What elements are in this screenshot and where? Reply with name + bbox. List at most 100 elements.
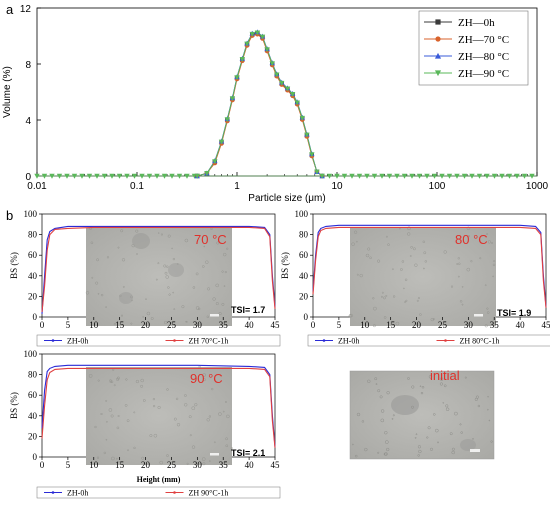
bs-series-line xyxy=(312,226,547,308)
micrograph-droplet xyxy=(486,307,489,310)
micrograph-droplet xyxy=(456,263,459,265)
legend-marker-bs xyxy=(51,491,55,494)
legend-marker-a xyxy=(434,52,442,59)
micrograph-droplet xyxy=(168,293,171,296)
micrograph-droplet xyxy=(201,457,206,461)
x-tick-label-bs: 40 xyxy=(245,460,255,470)
micrograph-droplet xyxy=(383,452,387,456)
micrograph-droplet xyxy=(166,454,169,457)
micrograph-droplet xyxy=(451,447,455,451)
micrograph-droplet xyxy=(106,420,108,423)
micrograph-droplet xyxy=(166,265,169,268)
x-tick-label-a: 10 xyxy=(331,181,343,192)
baseline-point-a xyxy=(334,173,340,179)
x-tick-label-bs: 15 xyxy=(386,320,396,330)
baseline-point-a xyxy=(326,173,333,179)
baseline-point-a xyxy=(364,173,370,179)
data-point-a xyxy=(299,115,306,121)
micrograph-droplet xyxy=(125,378,128,381)
micrograph-droplet xyxy=(365,253,370,258)
micrograph-droplet xyxy=(172,291,175,294)
particle-size-chart: 0.01 0.1 1 10 100 1000 0 4 8 12 Volume (%) Partic… xyxy=(2,4,549,204)
baseline-point-a xyxy=(499,173,505,179)
y-tick-label-bs: 40 xyxy=(299,271,309,281)
micrograph-droplet xyxy=(374,377,378,381)
micrograph-droplet xyxy=(184,394,187,397)
micrograph-droplet xyxy=(442,402,445,404)
micrograph-droplet xyxy=(383,296,386,300)
micrograph-droplet xyxy=(372,324,376,328)
x-tick-label-bs: 10 xyxy=(360,320,370,330)
micrograph-droplet xyxy=(351,242,355,246)
baseline-point-a xyxy=(386,173,393,179)
micrograph-droplet xyxy=(122,286,125,288)
micrograph-droplet xyxy=(348,314,352,318)
micrograph-droplet xyxy=(399,227,401,230)
micrograph-droplet xyxy=(218,412,222,416)
baseline-point-a xyxy=(161,173,168,179)
temperature-label: 70 °C xyxy=(194,232,227,247)
micrograph-droplet xyxy=(486,311,490,314)
baseline-point-a xyxy=(41,173,48,179)
micrograph-droplet xyxy=(118,460,120,463)
micrograph-droplet xyxy=(133,411,136,414)
micrograph-droplet xyxy=(188,415,192,419)
micrograph-droplet xyxy=(113,323,117,326)
micrograph-droplet xyxy=(164,271,168,275)
temperature-label: 90 °C xyxy=(190,371,223,386)
micrograph-droplet xyxy=(421,385,425,389)
micrograph-droplet xyxy=(142,399,146,402)
micrograph-droplet xyxy=(173,417,177,421)
micrograph-droplet xyxy=(225,444,229,448)
data-point-a xyxy=(234,75,240,81)
panel-label-a: a xyxy=(6,2,14,17)
data-point-a xyxy=(319,173,325,179)
y-tick-label-bs: 20 xyxy=(299,291,309,301)
micrograph-droplet xyxy=(159,460,163,465)
legend-label-bs: ZH-0h xyxy=(67,337,88,346)
micrograph-droplet xyxy=(173,308,176,311)
scale-bar xyxy=(210,314,219,317)
micrograph-droplet xyxy=(380,295,383,298)
micrograph-droplet xyxy=(160,233,163,236)
micrograph-droplet xyxy=(385,235,388,238)
micrograph-droplet xyxy=(419,385,422,388)
micrograph-droplet xyxy=(205,260,209,264)
y-tick-label-bs: 20 xyxy=(28,431,38,441)
micrograph-droplet xyxy=(435,428,439,433)
x-tick-label-bs: 40 xyxy=(245,320,255,330)
y-tick-label-bs: 60 xyxy=(28,250,38,260)
micrograph-droplet xyxy=(392,414,395,417)
micrograph-droplet xyxy=(488,419,491,422)
micrograph-droplet xyxy=(450,285,454,288)
data-point-a xyxy=(224,117,231,123)
micrograph-dark-spot xyxy=(168,263,184,277)
series-line-a xyxy=(197,31,323,177)
y-tick-label-a: 4 xyxy=(25,116,31,127)
micrograph-droplet xyxy=(140,384,144,388)
micrograph-droplet xyxy=(110,414,114,418)
baseline-point-a xyxy=(401,173,408,179)
tsi-label: TSI= 1.9 xyxy=(497,308,531,318)
y-tick-label-bs: 40 xyxy=(28,271,38,281)
micrograph-droplet xyxy=(439,382,443,386)
micrograph-droplet xyxy=(459,423,462,426)
micrograph-droplet xyxy=(184,238,189,243)
micrograph-droplet xyxy=(412,247,416,251)
micrograph-droplet xyxy=(120,229,124,233)
micrograph-droplet xyxy=(461,285,464,288)
micrograph-droplet xyxy=(94,425,97,429)
micrograph-droplet xyxy=(91,276,94,279)
baseline-point-a xyxy=(529,173,535,179)
micrograph-droplet xyxy=(404,301,407,304)
micrograph-droplet xyxy=(136,253,138,255)
micrograph-droplet xyxy=(384,440,389,444)
legend-marker-bs xyxy=(322,339,326,342)
micrograph-droplet xyxy=(85,291,90,295)
micrograph-droplet xyxy=(451,450,455,455)
data-point-a xyxy=(229,96,236,102)
micrograph-droplet xyxy=(109,379,112,382)
legend-label-a: ZH—70 °C xyxy=(458,34,509,46)
micrograph-droplet xyxy=(206,418,210,422)
